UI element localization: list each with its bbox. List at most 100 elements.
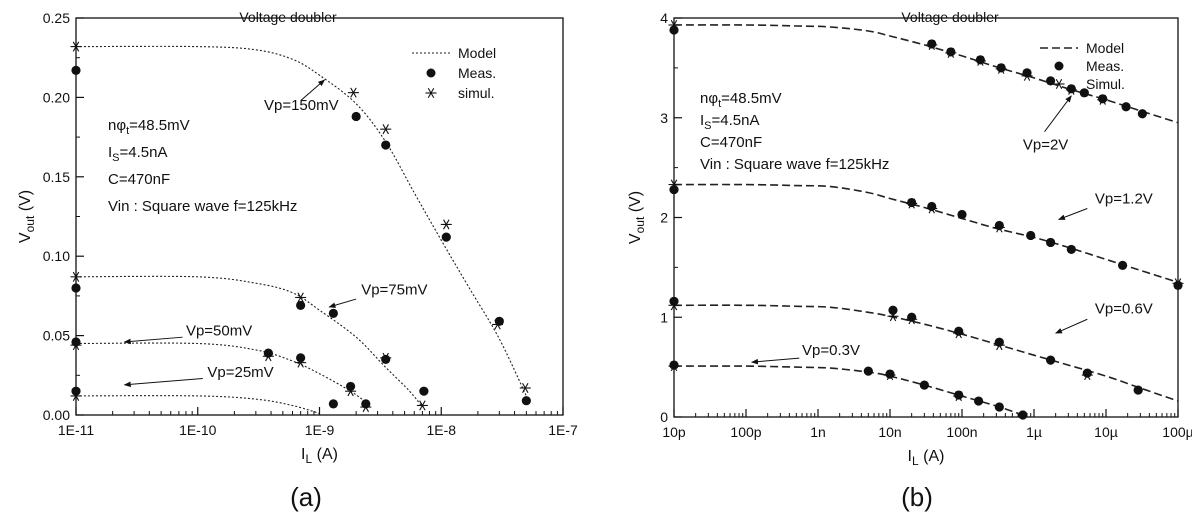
model-curve [75, 275, 423, 408]
meas-point [888, 305, 898, 315]
meas-point [1117, 260, 1128, 270]
simul-point [993, 340, 1005, 351]
meas-point [1173, 280, 1183, 290]
meas-point [71, 65, 81, 76]
y-axis-label: Vout (V) [627, 191, 647, 244]
y-tick-label: 0.25 [43, 10, 70, 26]
simul-point [668, 300, 680, 311]
star-stroke [265, 351, 272, 362]
legend-meas-marker [1054, 61, 1064, 71]
series-4: Vp=25mV [70, 364, 338, 414]
chart-title: Voltage doubler [239, 9, 337, 25]
panel-caption: (b) [901, 482, 933, 512]
simul-point [953, 391, 965, 402]
meas-point [296, 353, 306, 363]
x-tick-label: 10n [878, 424, 901, 440]
meas-point [669, 25, 679, 35]
legend-meas-label: Meas. [1086, 58, 1124, 74]
chart-panel-a: 1E-11 1E-10 1E-9 1E-8 1E-7 0.00 0.05 0.10 0.15 0.… [17, 9, 578, 512]
meas-point [361, 399, 371, 409]
model-curve [75, 45, 527, 397]
meas-point [919, 380, 929, 390]
simul-point [347, 87, 359, 98]
meas-point [994, 337, 1004, 347]
meas-point [351, 111, 361, 122]
meas-point [994, 220, 1004, 231]
star-stroke [997, 63, 1005, 74]
simul-point [906, 198, 918, 209]
simul-point [492, 319, 504, 330]
simul-point [1172, 278, 1184, 289]
model-curve [673, 183, 1179, 284]
star-stroke [908, 198, 915, 209]
y-tick-label: 0.15 [43, 169, 70, 185]
series-label-arrow [328, 298, 357, 308]
meas-point [669, 296, 679, 306]
simul-point [1021, 70, 1033, 81]
star-stroke [996, 222, 1003, 233]
simul-point [295, 292, 307, 303]
x-tick-label: 1E-7 [548, 422, 578, 438]
series-label-arrow [751, 357, 800, 365]
star-stroke [670, 19, 678, 31]
legend-model-label: Model [1086, 40, 1124, 56]
x-tick-label: 100µ [1162, 424, 1192, 440]
legend-meas-label: Meas. [458, 65, 496, 81]
meas-point [328, 399, 338, 409]
meas-point [1045, 237, 1056, 248]
meas-point [1022, 68, 1032, 78]
simul-point [945, 47, 957, 58]
x-tick-label: 1E-9 [305, 422, 335, 438]
series-label: Vp=50mV [186, 323, 252, 340]
parameter-note: nφt=48.5mV [108, 117, 190, 137]
star-stroke [1055, 78, 1063, 90]
meas-point [1133, 385, 1143, 395]
parameter-note: nφt=48.5mV [700, 90, 782, 110]
meas-point [1018, 410, 1028, 420]
simul-point [70, 41, 82, 52]
star-stroke [889, 311, 897, 322]
simul-point [440, 219, 452, 230]
meas-point [1026, 230, 1036, 241]
y-tick-label: 0 [660, 409, 668, 425]
simul-point [926, 39, 938, 50]
star-stroke [522, 382, 529, 394]
meas-point [71, 386, 81, 396]
meas-point [263, 348, 273, 358]
meas-point [994, 402, 1004, 412]
star-stroke [297, 357, 304, 368]
star-stroke [1023, 70, 1031, 81]
y-tick-label: 4 [660, 10, 668, 26]
simul-point [519, 382, 531, 394]
series-1: Vp=150mV [70, 41, 531, 406]
series-label: Vp=2V [1023, 137, 1068, 154]
x-tick-label: 1µ [1026, 424, 1042, 440]
parameter-note: Vin : Square wave f=125kHz [700, 156, 889, 173]
meas-point [521, 396, 531, 406]
y-tick-label: 0.00 [43, 407, 70, 423]
simul-point [262, 351, 274, 362]
y-tick-label: 1 [660, 309, 668, 325]
series-label: Vp=0.3V [802, 342, 860, 359]
series-label: Vp=150mV [264, 97, 339, 114]
simul-point [416, 400, 428, 411]
x-tick-label: 1E-10 [179, 422, 217, 438]
meas-point [381, 354, 391, 365]
meas-point [1066, 244, 1076, 255]
series-4: Vp=0.3V [668, 342, 1028, 420]
simul-point [668, 19, 680, 31]
parameter-note: Vin : Square wave f=125kHz [108, 198, 297, 215]
simul-point [1065, 84, 1077, 95]
legend: Model Meas. simul. [412, 45, 496, 101]
model-curve [75, 395, 320, 414]
meas-point [1045, 355, 1056, 365]
y-tick-label: 2 [660, 210, 668, 226]
simul-point [906, 314, 918, 325]
star-stroke [670, 361, 678, 372]
simul-point [70, 390, 82, 401]
x-tick-label: 1E-8 [426, 422, 456, 438]
series-label: Vp=1.2V [1095, 191, 1153, 208]
y-tick-label: 0.20 [43, 89, 70, 105]
star-stroke [996, 340, 1003, 351]
x-tick-label: 1n [810, 424, 826, 440]
